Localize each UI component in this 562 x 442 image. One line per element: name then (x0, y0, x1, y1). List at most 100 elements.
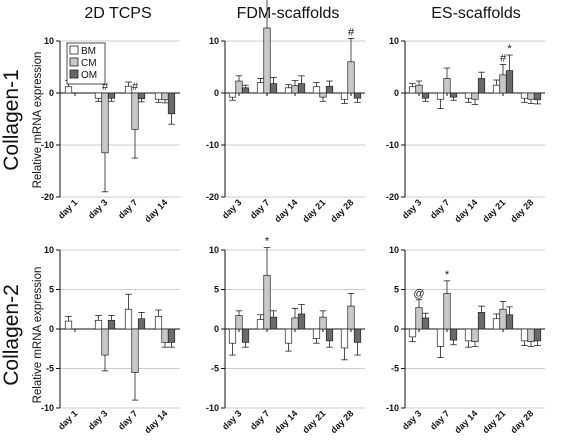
bar-cm-day-3 (101, 92, 109, 154)
column-title-2d-tcps: 2D TCPS (84, 5, 151, 22)
y-tick-label: 5 (49, 285, 54, 295)
y-tick-label: 10 (44, 245, 54, 255)
y-tick-label: 10 (209, 245, 219, 255)
bar-om-day-7 (137, 92, 146, 100)
bar-om-day-7 (449, 92, 458, 98)
bar-cm-day-7 (263, 274, 271, 330)
y-tick-label: 5 (394, 285, 399, 295)
significance-marker: * (507, 43, 512, 55)
y-tick-label: 0 (394, 88, 399, 98)
x-tick-label-day-7: day 7 (116, 197, 139, 220)
panel-collagen-1-2d-tcps: -20 -10 0 10 day 1 day 3 day 7 day 14 # # (41, 36, 180, 224)
bar-bm-day-7 (256, 319, 265, 330)
legend: BM CM OM (66, 42, 106, 85)
bar-bm-day-28 (520, 328, 529, 342)
y-axis-label-top: Relative mRNA expression (32, 52, 44, 189)
bar-om-day-3 (107, 92, 116, 99)
legend-label-bm: BM (81, 46, 96, 57)
bar-cm-day-21 (499, 308, 507, 330)
bar-cm-day-14 (471, 328, 479, 342)
bar-om-day-28 (533, 328, 542, 342)
y-tick-label: -5 (211, 364, 219, 374)
panel-collagen-2-es-scaffolds: -10 -5 0 5 10 day 3 day 7 day 14 day 21 day 28 @ * (386, 245, 545, 435)
bar-cm-day-28 (527, 328, 535, 342)
x-tick-label-day-28: day 28 (329, 408, 356, 435)
bar-cm-day-21 (319, 92, 327, 98)
bar-cm-day-14 (471, 92, 479, 100)
bar-om-day-3 (241, 87, 250, 94)
y-tick-label: 10 (389, 36, 399, 46)
bar-cm-day-28 (347, 61, 355, 94)
x-tick-label-day-14: day 14 (273, 408, 300, 435)
x-tick-label-day-14: day 14 (273, 197, 300, 224)
x-tick-label-day-1: day 1 (56, 197, 79, 220)
legend-label-cm: CM (81, 58, 97, 69)
x-tick-label-day-7: day 7 (116, 408, 139, 431)
row-title-collagen-2: Collagen-2 (0, 284, 23, 386)
x-tick-label-day-14: day 14 (453, 408, 480, 435)
column-title-es-scaffolds: ES-scaffolds (431, 5, 521, 22)
bar-om-day-14 (297, 83, 306, 94)
x-tick-label-day-21: day 21 (301, 197, 328, 224)
bar-cm-day-7 (263, 27, 271, 94)
y-tick-label: -10 (206, 140, 219, 150)
y-tick-label: -10 (386, 403, 399, 413)
bar-om-day-21 (325, 85, 334, 94)
bar-om-day-14 (477, 78, 486, 94)
significance-marker: # (348, 26, 355, 38)
panel-collagen-2-fdm-scaffolds: -10 -5 0 5 10 day 3 day 7 day 14 day 21 day 28 * (206, 236, 365, 435)
bar-om-day-21 (505, 314, 514, 330)
bar-bm-day-3 (408, 86, 417, 94)
bar-cm-day-7 (131, 92, 139, 130)
x-tick-label-day-3: day 3 (220, 408, 243, 431)
bar-bm-day-21 (492, 84, 501, 94)
bar-bm-day-28 (520, 92, 529, 99)
x-tick-label-day-7: day 7 (248, 197, 271, 220)
bar-om-day-21 (325, 328, 334, 342)
panel-collagen-2-2d-tcps: -10 -5 0 5 10 day 1 day 3 day 7 day 14 (41, 245, 180, 435)
bar-om-day-7 (137, 318, 146, 330)
bar-bm-day-28 (340, 328, 349, 349)
bar-cm-day-3 (415, 84, 423, 94)
bar-om-day-3 (421, 92, 430, 99)
bar-cm-day-14 (291, 317, 299, 330)
bar-cm-day-3 (235, 315, 243, 330)
y-tick-label: 10 (209, 36, 219, 46)
bar-cm-day-7 (443, 78, 451, 94)
bar-cm-day-14 (161, 92, 169, 101)
bar-om-day-14 (167, 328, 176, 343)
y-axis-label-bottom: Relative mRNA expression (32, 267, 44, 404)
bar-cm-day-7 (131, 328, 139, 373)
bar-bm-day-14 (464, 92, 473, 99)
bar-cm-day-28 (347, 305, 355, 330)
bar-bm-day-7 (436, 92, 445, 100)
bar-bm-day-14 (154, 92, 163, 100)
x-tick-label-day-3: day 3 (86, 408, 109, 431)
significance-marker: # (132, 81, 139, 93)
panel-collagen-1-es-scaffolds: -20 -10 0 10 day 3 day 7 day 14 day 21 day 28 #* (386, 36, 545, 224)
bar-om-day-7 (269, 83, 278, 94)
bar-om-day-28 (353, 328, 362, 343)
column-title-fdm-scaffolds: FDM-scaffolds (237, 5, 340, 22)
y-tick-label: -10 (41, 403, 54, 413)
x-tick-label-day-28: day 28 (509, 408, 536, 435)
x-tick-label-day-28: day 28 (329, 197, 356, 224)
legend-swatch-cm (69, 57, 79, 67)
x-tick-label-day-1: day 1 (56, 408, 79, 431)
bar-bm-day-7 (436, 328, 445, 347)
x-tick-label-day-7: day 7 (428, 197, 451, 220)
bar-om-day-14 (167, 92, 176, 115)
bar-om-day-7 (269, 316, 278, 330)
x-tick-label-day-21: day 21 (481, 197, 508, 224)
x-tick-label-day-3: day 3 (220, 197, 243, 220)
x-tick-label-day-3: day 3 (86, 197, 109, 220)
bar-cm-day-21 (499, 74, 507, 94)
bar-cm-day-7 (443, 293, 451, 330)
bar-bm-day-1 (64, 86, 73, 94)
y-tick-label: -20 (386, 192, 399, 202)
bar-bm-day-28 (340, 92, 349, 100)
x-tick-label-day-14: day 14 (143, 197, 170, 224)
